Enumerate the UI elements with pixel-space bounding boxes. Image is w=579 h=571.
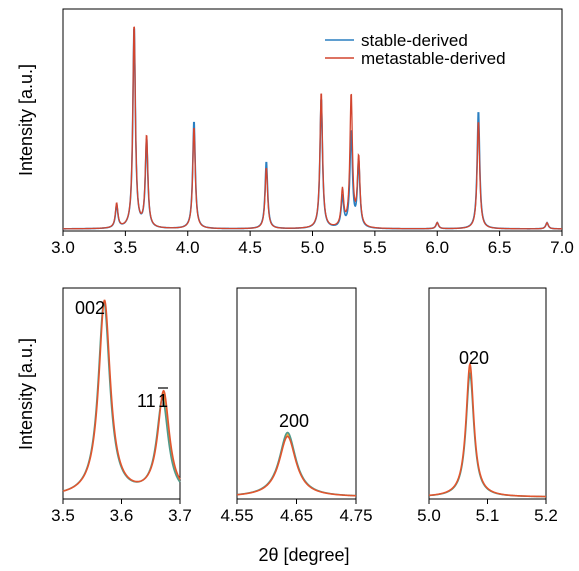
legend-label-stable-derived: stable-derived	[361, 31, 468, 50]
bottom-panel-3-series	[428, 362, 547, 498]
x-tick-label: 7.0	[550, 238, 574, 257]
top-x-ticks: 3.0 3.5 4.0 4.5 5.0 5.5 6.0 6.5 7.0	[51, 231, 574, 257]
x-tick-label: 3.0	[51, 238, 75, 257]
x-tick-label: 6.5	[488, 238, 512, 257]
bottom-y-axis-label: Intensity [a.u.]	[16, 338, 36, 450]
bottom-series-line-metastable-derived	[428, 362, 547, 498]
x-tick-label: 4.75	[339, 506, 372, 525]
bottom-panel-2-frame	[236, 287, 357, 500]
annotation-020: 020	[459, 348, 489, 368]
bottom-panel-3-ticks: 5.0 5.1 5.2	[417, 499, 558, 525]
shared-x-axis-label: 2θ [degree]	[258, 545, 349, 565]
x-tick-label: 5.1	[476, 506, 500, 525]
bottom-panel-2-series	[236, 431, 357, 497]
x-tick-label: 3.6	[110, 506, 134, 525]
annotation-11-bar-1: 11 1	[137, 387, 168, 411]
top-series-line-metastable-derived	[62, 26, 562, 230]
top-series-group	[62, 26, 562, 230]
x-tick-label: 5.0	[417, 506, 441, 525]
x-tick-label: 4.5	[238, 238, 262, 257]
top-y-axis-label: Intensity [a.u.]	[16, 64, 36, 176]
bottom-panel-2-ticks: 4.55 4.65 4.75	[220, 499, 373, 525]
difference-band	[429, 364, 546, 497]
x-tick-label: 5.0	[301, 238, 325, 257]
x-tick-label: 5.2	[534, 506, 558, 525]
annotation-bar-1: 1	[158, 391, 168, 411]
x-tick-label: 3.7	[168, 506, 192, 525]
bottom-panel-200: 4.55 4.65 4.75 200	[220, 287, 373, 525]
bottom-series-line-metastable-derived	[62, 299, 181, 492]
bottom-panel-3-frame	[428, 287, 547, 500]
bottom-panel-1-ticks: 3.5 3.6 3.7	[51, 499, 192, 525]
top-xrd-panel: 3.0 3.5 4.0 4.5 5.0 5.5 6.0 6.5 7.0 Intensity [a…	[16, 8, 574, 257]
x-tick-label: 3.5	[51, 506, 75, 525]
annotation-11: 11	[137, 391, 156, 411]
bottom-series-line-stable-derived	[428, 372, 546, 498]
x-tick-label: 4.65	[280, 506, 313, 525]
x-tick-label: 4.55	[220, 506, 253, 525]
x-tick-label: 3.5	[114, 238, 138, 257]
annotation-002: 002	[75, 298, 105, 318]
annotation-200: 200	[279, 411, 309, 431]
bottom-panel-020: 5.0 5.1 5.2 020	[417, 287, 558, 525]
x-tick-label: 4.0	[176, 238, 200, 257]
bottom-panel-002-111: 3.5 3.6 3.7 Intensity [a.u.] 002 11 1	[16, 287, 192, 525]
top-legend: stable-derived metastable-derived	[325, 31, 506, 68]
legend-label-metastable-derived: metastable-derived	[361, 49, 506, 68]
bottom-panel-1-series	[62, 299, 181, 492]
x-tick-label: 5.5	[363, 238, 387, 257]
x-tick-label: 6.0	[425, 238, 449, 257]
bottom-series-line-metastable-derived	[236, 435, 357, 497]
